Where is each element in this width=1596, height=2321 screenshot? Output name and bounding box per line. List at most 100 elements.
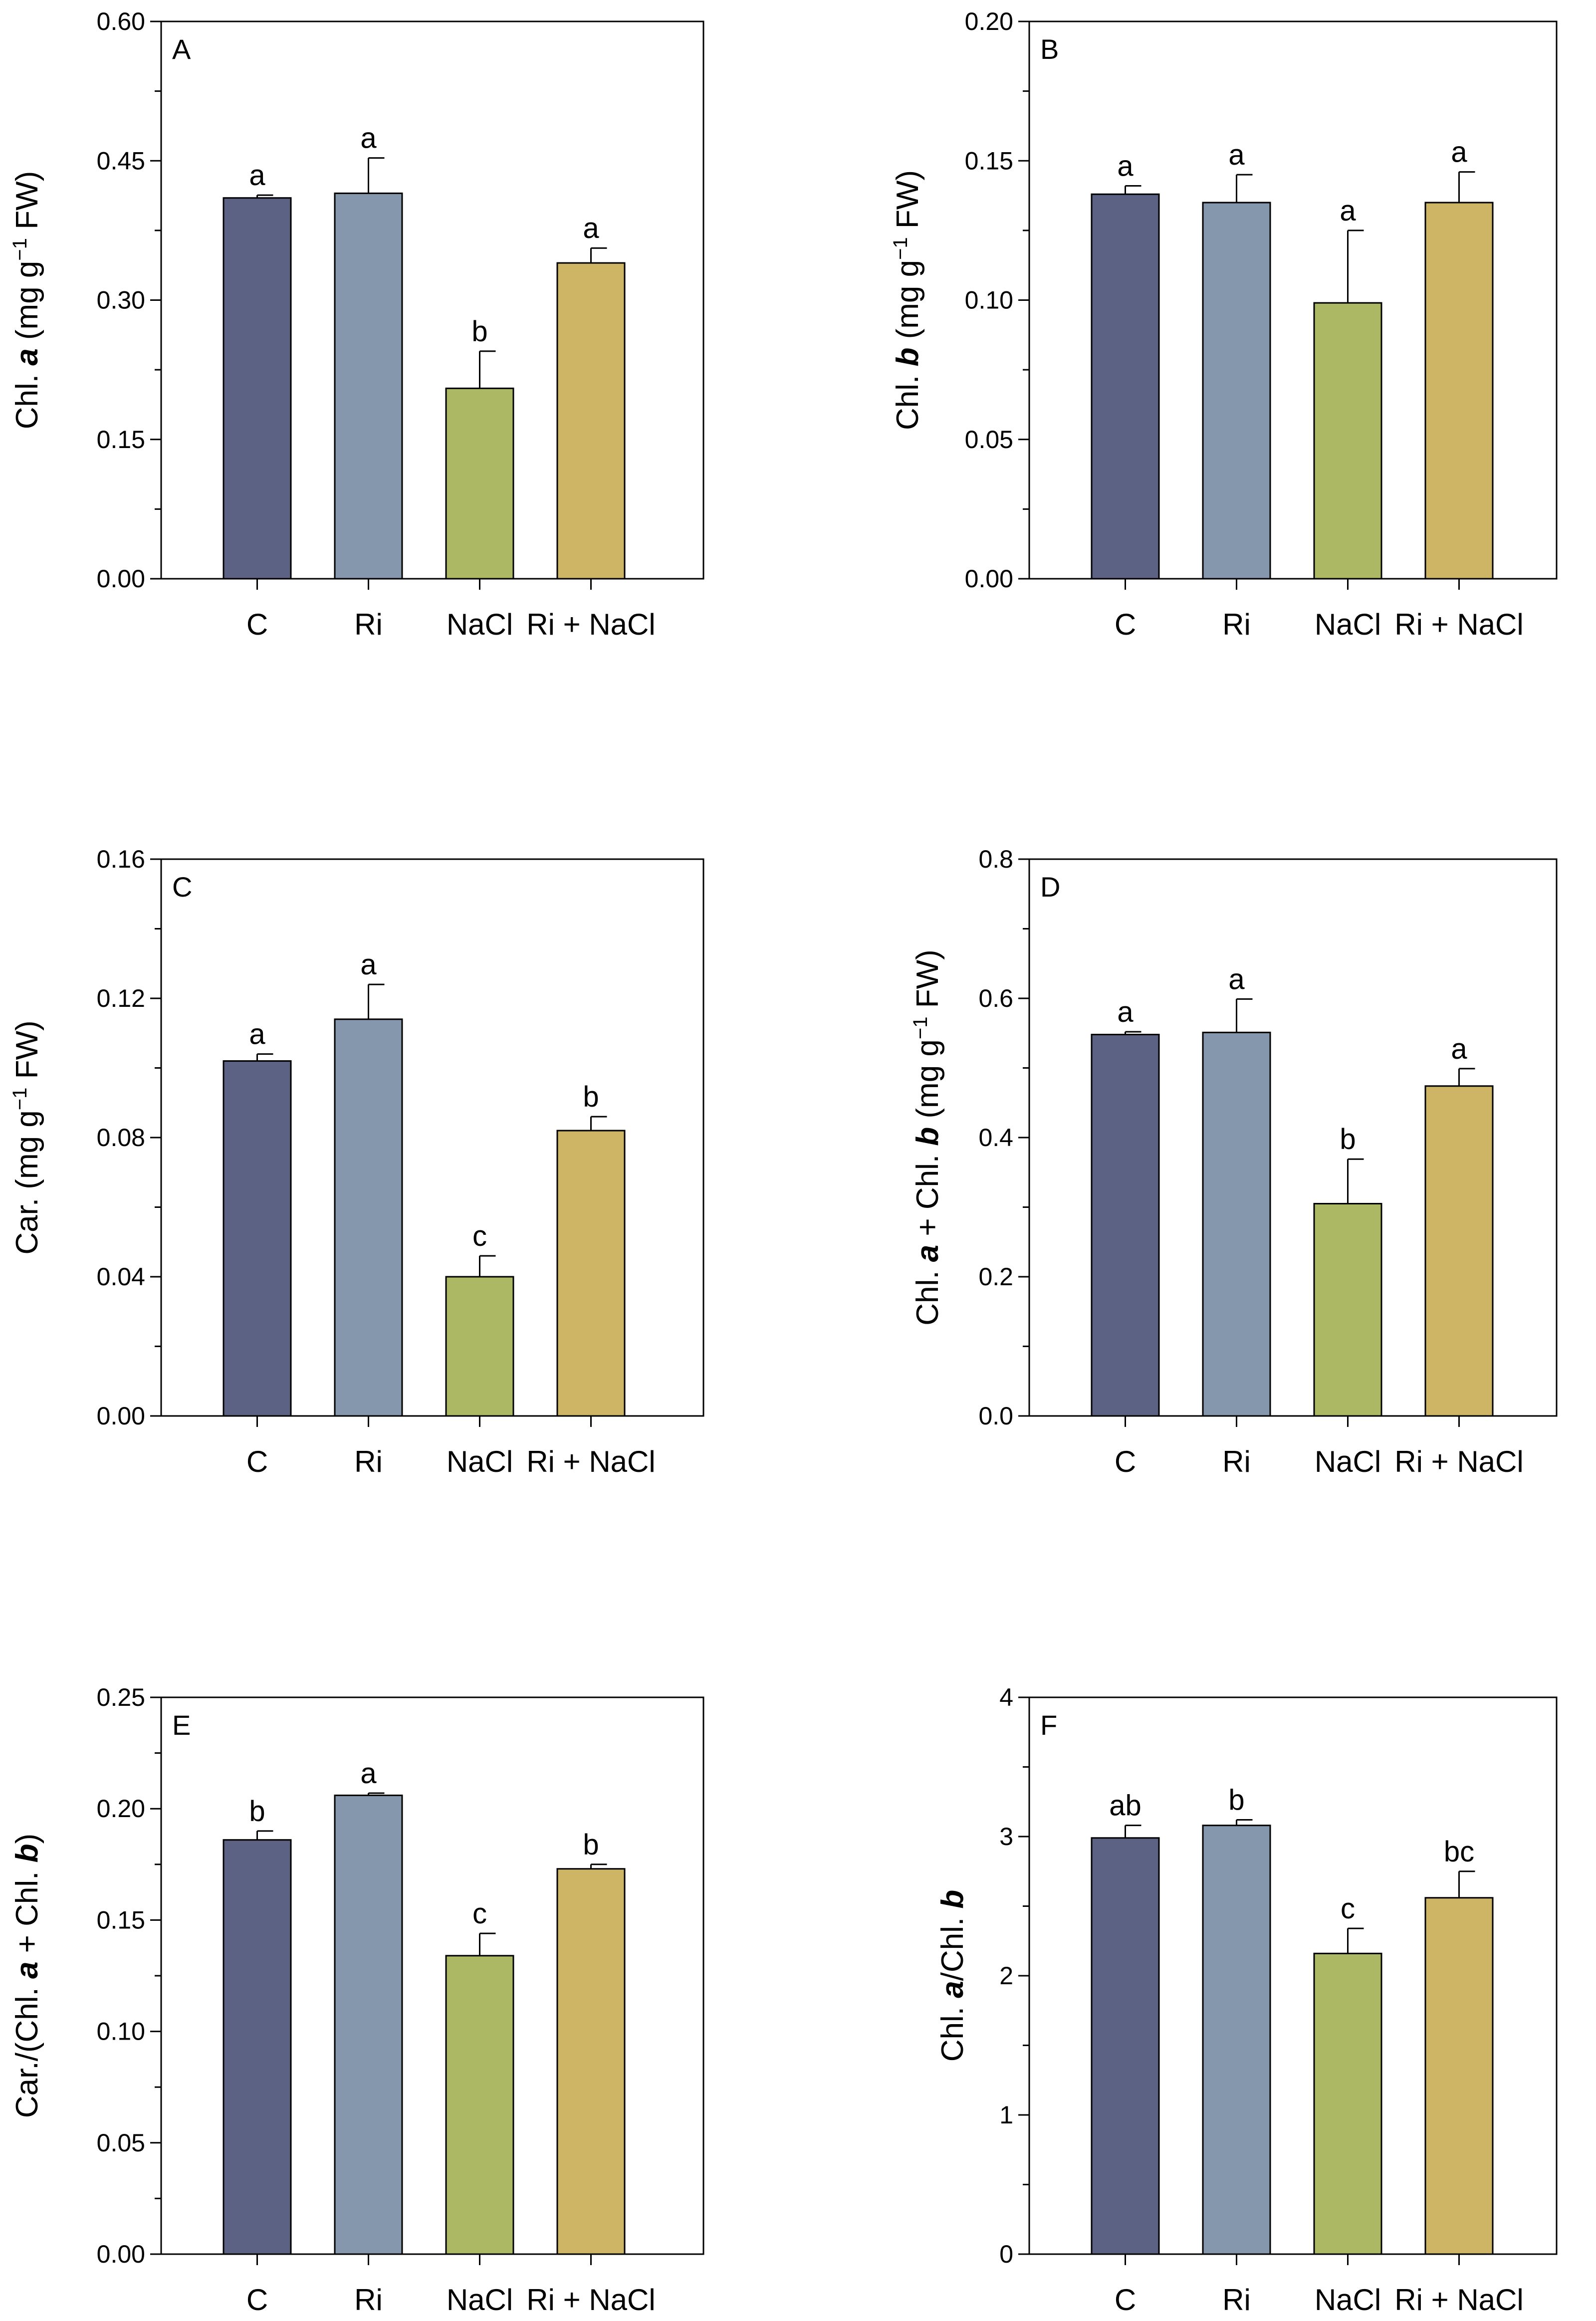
y-tick-label: 0.05 xyxy=(97,2129,145,2157)
category-label: NaCl xyxy=(447,2283,513,2317)
significance-letter: a xyxy=(249,159,265,192)
panel-f: 0 1 2 3 4 ab Cb Ri c NaCl bc Ri + NaCl F Chl. a/Chl. … xyxy=(935,1683,1558,2317)
category-label: C xyxy=(246,608,268,641)
y-tick-label: 0.45 xyxy=(97,147,145,175)
significance-letter: c xyxy=(472,1897,487,1930)
significance-letter: a xyxy=(360,122,377,155)
y-tick-label: 0.2 xyxy=(978,1263,1013,1291)
significance-letter: a xyxy=(1451,136,1467,169)
y-tick-label: 4 xyxy=(999,1683,1013,1711)
y-tick-label: 0.10 xyxy=(965,286,1013,314)
y-tick-label: 0 xyxy=(999,2240,1013,2268)
y-axis-label: Chl. a (mg g−1 FW) xyxy=(9,171,44,430)
y-tick-label: 0.04 xyxy=(97,1263,145,1291)
bar-nacl xyxy=(1313,302,1382,580)
bar-ri xyxy=(1202,1825,1271,2255)
bar-c xyxy=(1091,193,1160,580)
category-label: Ri xyxy=(1222,1445,1251,1478)
y-axis-label: Chl. b (mg g−1 FW) xyxy=(890,170,925,430)
panel-letter: E xyxy=(172,1709,191,1741)
bar-ri-nacl xyxy=(1424,1897,1494,2255)
significance-letter: b xyxy=(471,315,487,348)
category-label: Ri + NaCl xyxy=(1394,608,1523,641)
category-label: NaCl xyxy=(1315,2283,1381,2317)
category-label: C xyxy=(246,1445,268,1478)
bar-ri xyxy=(1202,202,1271,580)
bar-ri xyxy=(334,1018,403,1417)
y-tick-label: 0.10 xyxy=(97,2018,145,2046)
category-label: Ri xyxy=(1222,608,1251,641)
significance-letter: a xyxy=(583,212,599,244)
category-label: C xyxy=(1115,2283,1136,2317)
y-tick-label: 0.15 xyxy=(965,147,1013,175)
significance-letter: a xyxy=(360,1757,377,1790)
y-tick-label: 1 xyxy=(999,2101,1013,2129)
panel-a: 0.00 0.15 0.30 0.45 0.60 a Ca Ri b NaCl a Ri + NaCl… xyxy=(9,7,704,641)
category-label: NaCl xyxy=(1315,608,1381,641)
significance-letter: b xyxy=(1340,1123,1356,1156)
significance-letter: a xyxy=(1451,1033,1467,1065)
bar-c xyxy=(223,1060,292,1417)
category-label: C xyxy=(1115,608,1136,641)
bar-nacl xyxy=(1313,1203,1382,1417)
y-tick-label: 0.15 xyxy=(97,1906,145,1934)
category-label: NaCl xyxy=(447,1445,513,1478)
bar-nacl xyxy=(445,1955,514,2255)
bar-ri xyxy=(334,192,403,580)
y-tick-label: 0.20 xyxy=(965,7,1013,35)
category-label: NaCl xyxy=(1315,1445,1381,1478)
significance-letter: b xyxy=(1228,1784,1244,1817)
bar-c xyxy=(223,1839,292,2255)
significance-letter: a xyxy=(1228,139,1245,171)
bar-c xyxy=(1091,1837,1160,2255)
y-tick-label: 0.05 xyxy=(965,426,1013,454)
y-tick-label: 0.00 xyxy=(97,565,145,593)
bar-ri xyxy=(1202,1031,1271,1417)
significance-letter: c xyxy=(472,1220,487,1252)
category-label: Ri xyxy=(1222,2283,1251,2317)
y-tick-label: 2 xyxy=(999,1962,1013,1990)
y-tick-label: 0.6 xyxy=(978,984,1013,1012)
panel-d: 0.0 0.2 0.4 0.6 0.8 a Ca Ri b NaCl a Ri + NaCl D Chl.… xyxy=(910,845,1558,1478)
category-label: C xyxy=(246,2283,268,2317)
category-label: Ri + NaCl xyxy=(526,608,655,641)
bar-nacl xyxy=(445,1276,514,1417)
bar-ri-nacl xyxy=(556,262,626,580)
category-label: Ri + NaCl xyxy=(1394,2283,1523,2317)
bar-nacl xyxy=(1313,1952,1382,2255)
panel-c: 0.00 0.04 0.08 0.12 0.16 a Ca Ri c NaCl b Ri + NaCl… xyxy=(9,845,704,1478)
panel-letter: C xyxy=(172,871,192,903)
bar-ri-nacl xyxy=(556,1868,626,2255)
y-tick-label: 0.00 xyxy=(965,565,1013,593)
y-tick-label: 0.00 xyxy=(97,1402,145,1430)
category-label: Ri xyxy=(354,608,383,641)
bar-c xyxy=(223,197,292,580)
panel-letter: A xyxy=(172,33,191,65)
bar-ri xyxy=(334,1794,403,2255)
y-tick-label: 0.60 xyxy=(97,7,145,35)
y-tick-label: 0.08 xyxy=(97,1124,145,1152)
y-tick-label: 0.00 xyxy=(97,2240,145,2268)
y-axis-label: Car./(Chl. a + Chl. b) xyxy=(10,1834,44,2118)
category-label: C xyxy=(1115,1445,1136,1478)
y-tick-label: 0.12 xyxy=(97,984,145,1012)
panel-letter: B xyxy=(1040,33,1059,65)
category-label: Ri xyxy=(354,2283,383,2317)
y-tick-label: 0.25 xyxy=(97,1683,145,1711)
significance-letter: b xyxy=(249,1795,265,1828)
y-axis-label: Car. (mg g−1 FW) xyxy=(9,1020,44,1254)
significance-letter: ab xyxy=(1109,1790,1141,1822)
bar-ri-nacl xyxy=(1424,1085,1494,1417)
bar-ri-nacl xyxy=(1424,202,1494,580)
bar-c xyxy=(1091,1034,1160,1417)
significance-letter: a xyxy=(249,1018,265,1051)
significance-letter: bc xyxy=(1444,1836,1474,1868)
y-tick-label: 0.30 xyxy=(97,286,145,314)
y-tick-label: 0.15 xyxy=(97,426,145,454)
y-tick-label: 0.20 xyxy=(97,1795,145,1823)
significance-letter: c xyxy=(1341,1892,1355,1925)
category-label: Ri + NaCl xyxy=(526,1445,655,1478)
y-axis-label: Chl. a + Chl. b (mg g−1 FW) xyxy=(910,949,945,1326)
significance-letter: a xyxy=(360,948,377,981)
